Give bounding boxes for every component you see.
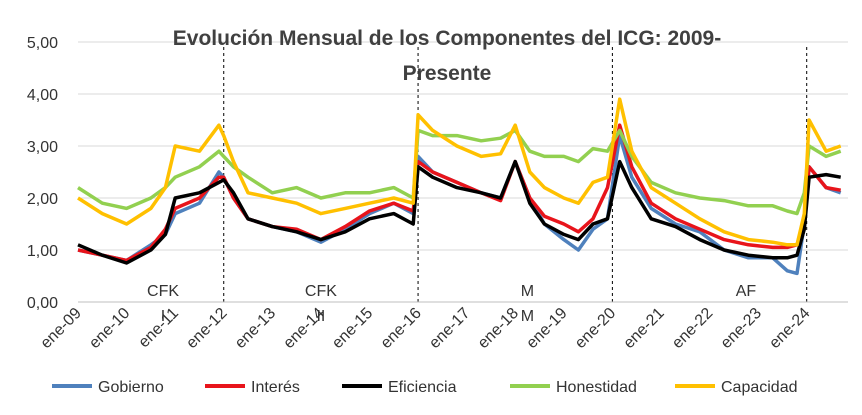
period-label-line2: M (521, 308, 534, 325)
x-tick-label: ene-24 (766, 305, 813, 352)
legend: Gobierno Interés Eficiencia Honestidad Capac… (52, 379, 798, 396)
series-lines (77, 97, 842, 276)
period-label: CFK (305, 283, 337, 300)
period-label-line2: II (316, 308, 325, 325)
legend-label-gobierno: Gobierno (98, 379, 164, 396)
series-line-honestidad (77, 128, 842, 216)
legend-label-eficiencia: Eficiencia (388, 379, 457, 396)
legend-label-inters: Interés (251, 379, 300, 396)
period-label: M (521, 283, 534, 300)
x-tick-label: ene-23 (718, 305, 765, 352)
y-tick-label: 2,00 (27, 191, 58, 208)
y-tick-label: 0,00 (27, 295, 58, 312)
period-label: CFK (147, 283, 179, 300)
x-tick-label: ene-22 (669, 305, 716, 352)
period-label-line2: I (161, 308, 165, 325)
series-line-gobierno (77, 133, 842, 276)
y-tick-label: 3,00 (27, 139, 58, 156)
series-line-capacidad (77, 97, 842, 247)
x-tick-label: ene-17 (426, 305, 473, 352)
y-tick-label: 5,00 (27, 35, 58, 52)
y-axis-ticks: 0,00 1,00 2,00 3,00 4,00 5,00 (27, 35, 58, 312)
x-tick-label: ene-15 (329, 305, 376, 352)
legend-label-honestidad: Honestidad (556, 379, 637, 396)
x-tick-label: ene-16 (378, 305, 425, 352)
period-dividers (223, 47, 808, 302)
period-labels: CFK I CFK II MM AF (147, 283, 756, 325)
x-tick-label: ene-13 (232, 305, 279, 352)
x-tick-label: ene-14 (280, 305, 327, 352)
x-axis-ticks: ene-09 ene-10 ene-11 ene-12 ene-13 ene-14 ene-… (38, 305, 814, 352)
y-tick-label: 4,00 (27, 87, 58, 104)
x-tick-label: ene-18 (475, 305, 522, 352)
x-tick-label: ene-20 (572, 305, 619, 352)
series-line-eficiencia (77, 159, 842, 265)
legend-label-capacidad: Capacidad (721, 379, 798, 396)
x-tick-label: ene-10 (86, 305, 133, 352)
x-tick-label: ene-11 (136, 305, 182, 351)
x-tick-label: ene-12 (183, 305, 230, 352)
y-tick-label: 1,00 (27, 243, 58, 260)
period-label: AF (736, 283, 757, 300)
chart-title-line2: Presente (403, 62, 492, 85)
x-tick-label: ene-21 (621, 305, 668, 352)
chart-title-line1: Evolución Mensual de los Componentes del… (173, 27, 721, 50)
